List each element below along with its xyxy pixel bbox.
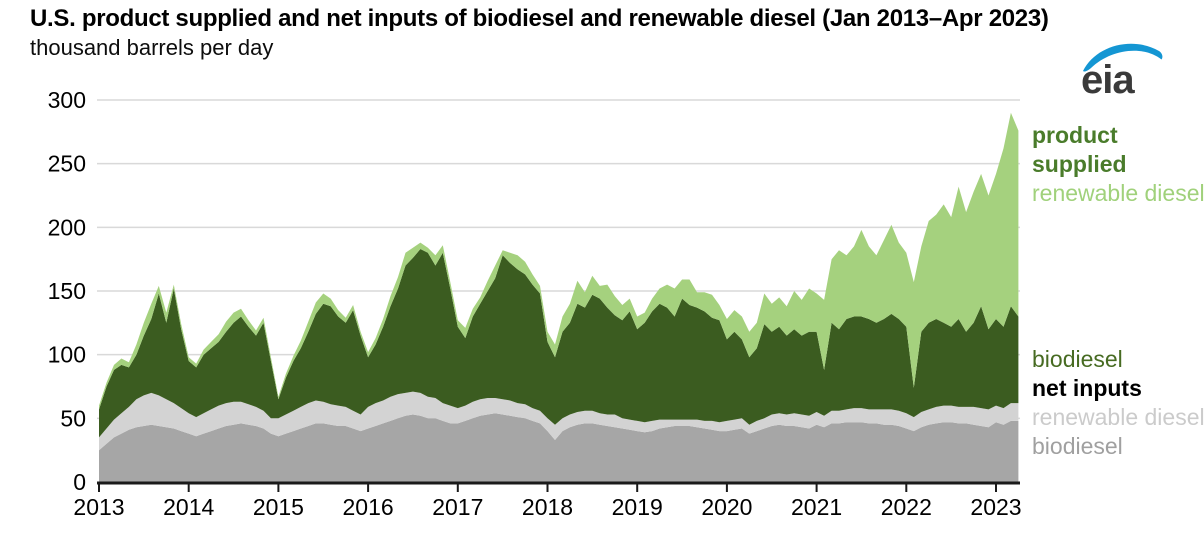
y-tick-label-100: 100	[48, 342, 86, 368]
y-tick-label-0: 0	[73, 469, 86, 495]
y-tick-label-150: 150	[48, 278, 86, 304]
x-tick-label-2019: 2019	[612, 494, 663, 520]
y-tick-label-250: 250	[48, 151, 86, 177]
area-net-inputs-biodiesel	[99, 413, 1019, 482]
legend-ni-biodiesel-label: biodiesel	[1032, 433, 1123, 459]
x-tick-label-2020: 2020	[701, 494, 752, 520]
legend-ni-renewable-diesel-label: renewable diesel	[1032, 404, 1204, 430]
chart-subtitle: thousand barrels per day	[30, 35, 274, 60]
area-net-inputs-renewable-diesel	[99, 391, 1019, 451]
x-tick-label-2014: 2014	[163, 494, 214, 520]
eia-logo-text: eia	[1081, 58, 1135, 98]
x-tick-label-2021: 2021	[791, 494, 842, 520]
y-tick-label-200: 200	[48, 214, 86, 240]
x-tick-label-2015: 2015	[253, 494, 304, 520]
x-tick-label-2018: 2018	[522, 494, 573, 520]
legend-ps-renewable-diesel-label: renewable diesel	[1032, 180, 1204, 206]
eia-logo-svg: eia	[1081, 43, 1163, 102]
x-tick-label-2013: 2013	[73, 494, 124, 520]
x-tick-label-2016: 2016	[343, 494, 394, 520]
y-tick-label-50: 50	[60, 405, 86, 431]
eia-logo-swoosh-icon	[1083, 43, 1163, 72]
chart-title: U.S. product supplied and net inputs of …	[30, 5, 1049, 32]
legend-ps-biodiesel-label: biodiesel	[1032, 346, 1123, 372]
eia-logo: eia	[1080, 38, 1168, 102]
x-tick-label-2022: 2022	[881, 494, 932, 520]
legend-net-inputs-group: biodiesel net inputs renewable diesel bi…	[1032, 345, 1204, 461]
area-product-supplied-biodiesel	[99, 249, 1019, 438]
x-tick-label-2023: 2023	[970, 494, 1021, 520]
legend-product-supplied-group: product supplied renewable diesel	[1032, 121, 1204, 208]
x-tick-label-2017: 2017	[432, 494, 483, 520]
y-tick-label-300: 300	[48, 87, 86, 113]
area-product-supplied-renewable-diesel	[99, 112, 1019, 410]
legend-net-inputs-label: net inputs	[1032, 375, 1142, 401]
legend-product-supplied-label: product supplied	[1032, 122, 1127, 177]
